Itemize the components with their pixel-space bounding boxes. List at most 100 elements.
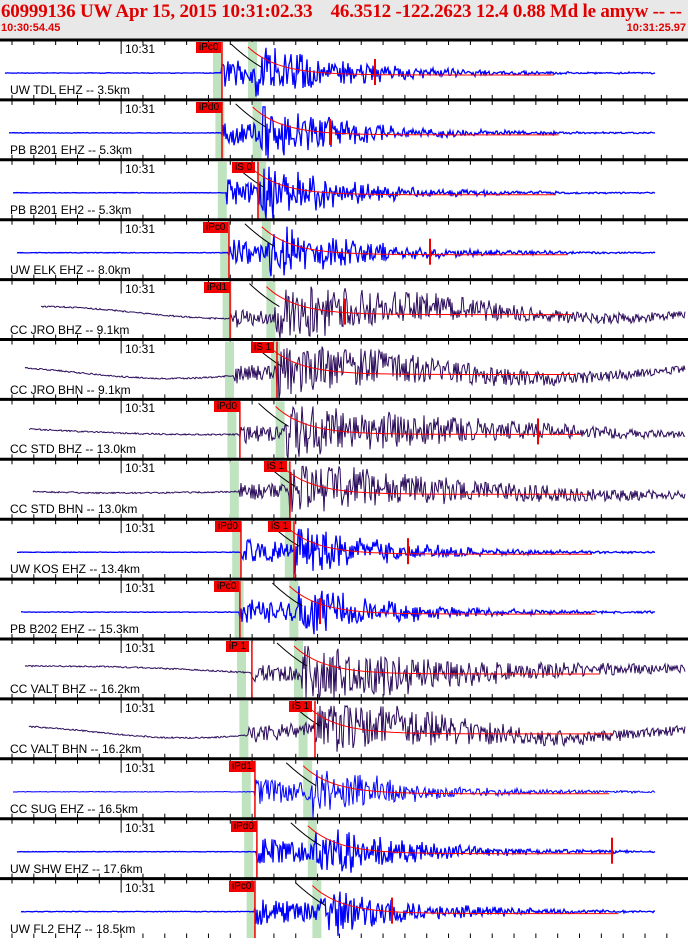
pick-label[interactable]: iPc0 [228,880,255,892]
event-header: 60999136 UW Apr 15, 2015 10:31:02.33 46.… [0,0,688,41]
end-time: 10:31:25.97 [626,22,686,34]
predicted-p-band [227,401,237,460]
trace-label: CC VALT BHZ -- 16.2km [10,682,141,696]
predicted-s-band [252,101,262,160]
trace-label: CC JRO BHN -- 9.1km [10,382,131,397]
event-title: 60999136 UW Apr 15, 2015 10:31:02.33 46.… [1,1,688,22]
pick-label[interactable]: iS 1 [288,700,313,712]
waveform-trace [28,704,686,752]
predicted-s-band [303,760,313,819]
coda-window-curve [285,762,317,787]
pick-label[interactable]: iS 0 [232,161,256,173]
pick-label[interactable]: iS 1 [268,521,292,533]
pick-label[interactable]: iS 1 [263,461,288,473]
predicted-s-band [289,581,299,639]
coda-fit-curve [293,645,600,675]
coda-fit-curve [307,825,614,855]
time-tick-label: 10:31 [125,341,156,356]
coda-fit-curve [285,525,593,555]
coda-fit-curve [275,406,582,435]
time-tick-label: 10:31 [125,880,156,895]
coda-window-curve [230,43,262,68]
time-tick-label: 10:31 [125,401,156,416]
predicted-p-band [244,820,254,879]
pick-label[interactable]: iPd0 [195,101,222,113]
coda-fit-curve [268,346,575,375]
time-tick-label: 10:31 [125,101,156,116]
waveform-trace [9,106,656,159]
waveform-trace [16,829,656,873]
time-tick-label: 10:31 [125,700,156,715]
time-tick-label: 10:31 [125,42,156,56]
coda-window-curve [244,223,276,248]
pick-label[interactable]: iPc0 [213,581,240,593]
time-tick-label: 10:31 [125,760,156,775]
pick-label[interactable]: iP 1 [225,641,249,652]
predicted-p-band [213,42,222,100]
predicted-s-band [280,461,290,520]
waveform-trace [21,586,656,635]
trace-label: CC STD BHN -- 13.0km [10,502,138,517]
waveform-trace [28,405,686,459]
time-tick-label: 10:31 [125,461,156,476]
trace-label: CC STD BHZ -- 13.0km [10,442,137,457]
trace-label: UW TDL EHZ -- 3.5km [10,83,131,97]
predicted-p-band [241,760,251,819]
coda-window-curve [290,822,322,847]
waveform-trace [20,891,656,936]
predicted-p-band [234,581,244,639]
trace-label: UW SHW EHZ -- 17.6km [10,861,143,876]
coda-fit-curve [306,705,613,735]
pick-label[interactable]: iPd0 [213,401,240,413]
pick-label[interactable]: iPd0 [214,521,241,533]
predicted-p-band [229,461,239,520]
waveform-trace [12,769,656,818]
waveform-trace [40,286,686,339]
coda-fit-curve [281,465,588,495]
time-tick-label: 10:31 [125,221,156,236]
pick-label[interactable]: iPc0 [195,42,222,53]
predicted-s-band [284,521,294,580]
predicted-p-band [225,341,234,400]
trace-label: UW KOS EHZ -- 13.4km [10,562,141,577]
time-tick-label: 10:31 [125,641,156,655]
coda-fit-curve [252,106,559,136]
time-tick-label: 10:31 [125,521,156,536]
trace-label: UW FL2 EHZ -- 18.5km [10,921,136,936]
coda-window-curve [272,582,303,607]
predicted-s-band [257,161,267,220]
coda-fit-curve [247,46,554,76]
waveform-trace [24,346,686,399]
coda-fit-curve [266,286,573,316]
predicted-p-band [217,161,227,220]
predicted-p-band [239,700,249,759]
coda-fit-curve [302,765,610,795]
trace-label: UW ELK EHZ -- 8.0km [10,262,131,277]
pick-label[interactable]: iPd1 [228,760,255,772]
pick-label[interactable]: iPd0 [230,820,257,832]
trace-label: CC VALT BHN -- 16.2km [10,741,142,756]
trace-label: PB B201 EH2 -- 5.3km [10,202,132,217]
trace-label: PB B202 EHZ -- 15.3km [10,622,139,637]
trace-label: PB B201 EHZ -- 5.3km [10,142,133,157]
waveform-trace [12,166,656,219]
time-tick-label: 10:31 [125,161,156,176]
waveform-trace [17,528,656,575]
waveform-trace [32,465,686,518]
pick-label[interactable]: iPd1 [204,281,231,293]
pick-label[interactable]: iPc0 [202,221,229,233]
predicted-s-band [271,341,280,400]
predicted-p-band [232,521,242,580]
predicted-p-band [222,281,232,340]
coda-window-curve [235,103,266,128]
coda-window-curve [276,642,308,667]
coda-fit-curve [249,166,556,196]
predicted-s-band [266,281,276,340]
pick-label[interactable]: iS 1 [250,341,275,353]
waveform-trace [16,226,656,277]
coda-window-curve [295,882,326,907]
coda-fit-curve [261,226,568,256]
trace-label: CC SUG EHZ -- 16.5km [10,801,139,816]
